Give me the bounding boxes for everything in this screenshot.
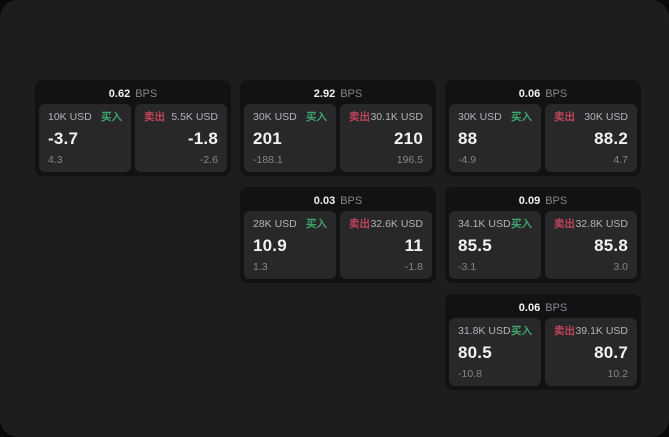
- buy-panel[interactable]: 31.8K USD 买入 80.5 -10.8: [449, 318, 541, 386]
- sell-price: -1.8: [187, 129, 218, 148]
- bps-value: 0.62: [108, 88, 131, 100]
- quote-card: 0.03 BPS 28K USD 买入 10.9 1.3 卖出 32.6K US…: [240, 187, 436, 283]
- buy-delta: -188.1: [253, 153, 283, 166]
- buy-button[interactable]: 买入: [306, 111, 327, 123]
- bps-unit-label: BPS: [545, 88, 568, 100]
- sell-delta: -1.8: [404, 260, 423, 273]
- sell-delta: 3.0: [613, 260, 628, 273]
- quote-panels: 10K USD 买入 -3.7 4.3 卖出 5.5K USD -1.8 -2.…: [39, 104, 227, 172]
- sell-amount: 32.6K USD: [370, 218, 423, 230]
- bps-header: 0.62 BPS: [39, 84, 227, 104]
- buy-delta: 1.3: [253, 260, 268, 273]
- buy-amount: 10K USD: [48, 111, 92, 123]
- buy-price: 201: [253, 129, 282, 148]
- sell-panel[interactable]: 卖出 30K USD 88.2 4.7: [545, 104, 637, 172]
- sell-amount: 32.8K USD: [575, 218, 628, 230]
- sell-price: 80.7: [594, 343, 628, 362]
- sell-button[interactable]: 卖出: [349, 218, 370, 230]
- quote-panels: 30K USD 买入 88 -4.9 卖出 30K USD 88.2 4.7: [449, 104, 637, 172]
- bps-unit-label: BPS: [545, 195, 568, 207]
- bps-header: 0.06 BPS: [449, 298, 637, 318]
- bps-value: 0.09: [518, 195, 541, 207]
- buy-button[interactable]: 买入: [511, 218, 532, 230]
- bps-header: 0.06 BPS: [449, 84, 637, 104]
- sell-button[interactable]: 卖出: [554, 111, 575, 123]
- buy-price: 88: [458, 129, 478, 148]
- bps-unit-label: BPS: [135, 88, 158, 100]
- sell-price: 88.2: [594, 129, 628, 148]
- sell-delta: 10.2: [607, 367, 628, 380]
- sell-amount: 30.1K USD: [370, 111, 423, 123]
- quote-panels: 28K USD 买入 10.9 1.3 卖出 32.6K USD 11 -1.8: [244, 211, 432, 279]
- bps-header: 0.03 BPS: [244, 191, 432, 211]
- buy-price: -3.7: [48, 129, 79, 148]
- buy-price: 10.9: [253, 236, 287, 255]
- sell-amount: 5.5K USD: [171, 111, 218, 123]
- sell-panel[interactable]: 卖出 32.6K USD 11 -1.8: [340, 211, 432, 279]
- quote-card: 0.06 BPS 31.8K USD 买入 80.5 -10.8 卖出 39.1…: [445, 294, 641, 390]
- sell-amount: 39.1K USD: [575, 325, 628, 337]
- buy-price: 80.5: [458, 343, 492, 362]
- buy-delta: 4.3: [48, 153, 63, 166]
- buy-amount: 28K USD: [253, 218, 297, 230]
- buy-panel[interactable]: 34.1K USD 买入 85.5 -3.1: [449, 211, 541, 279]
- buy-delta: -3.1: [458, 260, 477, 273]
- bps-unit-label: BPS: [545, 302, 568, 314]
- bps-unit-label: BPS: [340, 88, 363, 100]
- sell-panel[interactable]: 卖出 5.5K USD -1.8 -2.6: [135, 104, 227, 172]
- buy-button[interactable]: 买入: [101, 111, 122, 123]
- quote-card: 0.09 BPS 34.1K USD 买入 85.5 -3.1 卖出 32.8K…: [445, 187, 641, 283]
- buy-price: 85.5: [458, 236, 492, 255]
- bps-header: 0.09 BPS: [449, 191, 637, 211]
- quote-card: 0.06 BPS 30K USD 买入 88 -4.9 卖出 30K USD 8…: [445, 80, 641, 176]
- buy-panel[interactable]: 30K USD 买入 201 -188.1: [244, 104, 336, 172]
- sell-button[interactable]: 卖出: [554, 325, 575, 337]
- sell-button[interactable]: 卖出: [349, 111, 370, 123]
- buy-delta: -10.8: [458, 367, 482, 380]
- sell-delta: -2.6: [199, 153, 218, 166]
- bps-value: 0.03: [313, 195, 336, 207]
- buy-button[interactable]: 买入: [511, 111, 532, 123]
- bps-value: 2.92: [313, 88, 336, 100]
- sell-price: 85.8: [594, 236, 628, 255]
- buy-amount: 30K USD: [458, 111, 502, 123]
- buy-button[interactable]: 买入: [511, 325, 532, 337]
- bps-value: 0.06: [518, 302, 541, 314]
- sell-amount: 30K USD: [584, 111, 628, 123]
- quote-card: 0.62 BPS 10K USD 买入 -3.7 4.3 卖出 5.5K USD…: [35, 80, 231, 176]
- buy-amount: 34.1K USD: [458, 218, 511, 230]
- sell-button[interactable]: 卖出: [144, 111, 165, 123]
- buy-amount: 31.8K USD: [458, 325, 511, 337]
- sell-delta: 4.7: [613, 153, 628, 166]
- sell-delta: 196.5: [396, 153, 423, 166]
- buy-panel[interactable]: 10K USD 买入 -3.7 4.3: [39, 104, 131, 172]
- bps-value: 0.06: [518, 88, 541, 100]
- buy-button[interactable]: 买入: [306, 218, 327, 230]
- sell-price: 210: [394, 129, 423, 148]
- bps-header: 2.92 BPS: [244, 84, 432, 104]
- quote-panels: 34.1K USD 买入 85.5 -3.1 卖出 32.8K USD 85.8…: [449, 211, 637, 279]
- buy-amount: 30K USD: [253, 111, 297, 123]
- buy-panel[interactable]: 30K USD 买入 88 -4.9: [449, 104, 541, 172]
- sell-button[interactable]: 卖出: [554, 218, 575, 230]
- quote-panels: 30K USD 买入 201 -188.1 卖出 30.1K USD 210 1…: [244, 104, 432, 172]
- buy-panel[interactable]: 28K USD 买入 10.9 1.3: [244, 211, 336, 279]
- bps-unit-label: BPS: [340, 195, 363, 207]
- quote-panels: 31.8K USD 买入 80.5 -10.8 卖出 39.1K USD 80.…: [449, 318, 637, 386]
- sell-panel[interactable]: 卖出 39.1K USD 80.7 10.2: [545, 318, 637, 386]
- sell-price: 11: [404, 236, 423, 255]
- sell-panel[interactable]: 卖出 30.1K USD 210 196.5: [340, 104, 432, 172]
- buy-delta: -4.9: [458, 153, 477, 166]
- quote-card: 2.92 BPS 30K USD 买入 201 -188.1 卖出 30.1K …: [240, 80, 436, 176]
- sell-panel[interactable]: 卖出 32.8K USD 85.8 3.0: [545, 211, 637, 279]
